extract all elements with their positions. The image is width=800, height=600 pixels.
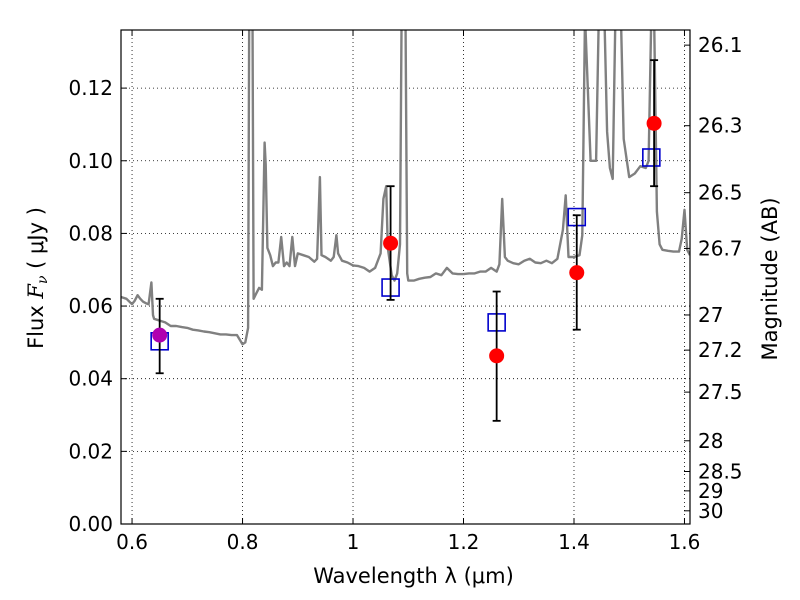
y2-tick-label: 30: [698, 499, 723, 523]
x-tick-label: 0.8: [227, 530, 259, 554]
y-tick-label: 0.12: [68, 76, 113, 100]
observed-photometry-point: [152, 327, 168, 343]
observed-photometry-point: [646, 115, 662, 131]
y2-tick-label: 28: [698, 429, 723, 453]
x-tick-label: 1.4: [558, 530, 590, 554]
x-tick-label: 1.6: [669, 530, 701, 554]
x-tick-label: 1: [347, 530, 360, 554]
model-spectrum-line: [121, 30, 690, 346]
y2-tick-label: 27.2: [698, 338, 743, 362]
y-tick-label: 0.00: [68, 512, 113, 536]
y2-tick-label: 26.3: [698, 114, 743, 138]
observed-photometry-point: [569, 265, 585, 281]
y2-tick-label: 28.5: [698, 459, 743, 483]
y2-tick-label: 27: [698, 303, 723, 327]
y2-tick-label: 27.5: [698, 380, 743, 404]
plot-area: [121, 30, 690, 422]
y2-tick-label: 26.1: [698, 33, 743, 57]
y-tick-label: 0.06: [68, 294, 113, 318]
observed-photometry-point: [383, 235, 399, 251]
x-axis-label: Wavelength λ (μm): [313, 564, 514, 588]
y-tick-label: 0.02: [68, 439, 113, 463]
plot-frame: [120, 29, 691, 525]
y2-tick-label: 26.5: [698, 181, 743, 205]
y-axis-label-subscript: ν: [35, 275, 51, 284]
x-tick-label: 1.2: [448, 530, 480, 554]
y-tick-label: 0.10: [68, 149, 113, 173]
observed-photometry-point: [489, 348, 505, 364]
y-axis-label-prefix: Flux: [24, 299, 48, 349]
y-axis-label-symbol: F: [24, 283, 48, 300]
y-axis-label: Flux Fν ( μJy ): [24, 207, 51, 349]
y2-tick-label: 29: [698, 479, 723, 503]
x-tick-label: 0.6: [116, 530, 148, 554]
y2-tick-label: 26.7: [698, 236, 743, 260]
y-axis-label-suffix: ( μJy ): [24, 207, 48, 275]
y-tick-label: 0.04: [68, 367, 113, 391]
axes: 0.6 0.8 1 1.2 1.4 1.6 0.00 0.02 0.04 0.06 0.08 0.10…: [68, 29, 743, 554]
y-tick-label: 0.08: [68, 221, 113, 245]
model-photometry-square: [642, 148, 661, 167]
y2-axis-label: Magnitude (AB): [758, 197, 782, 360]
